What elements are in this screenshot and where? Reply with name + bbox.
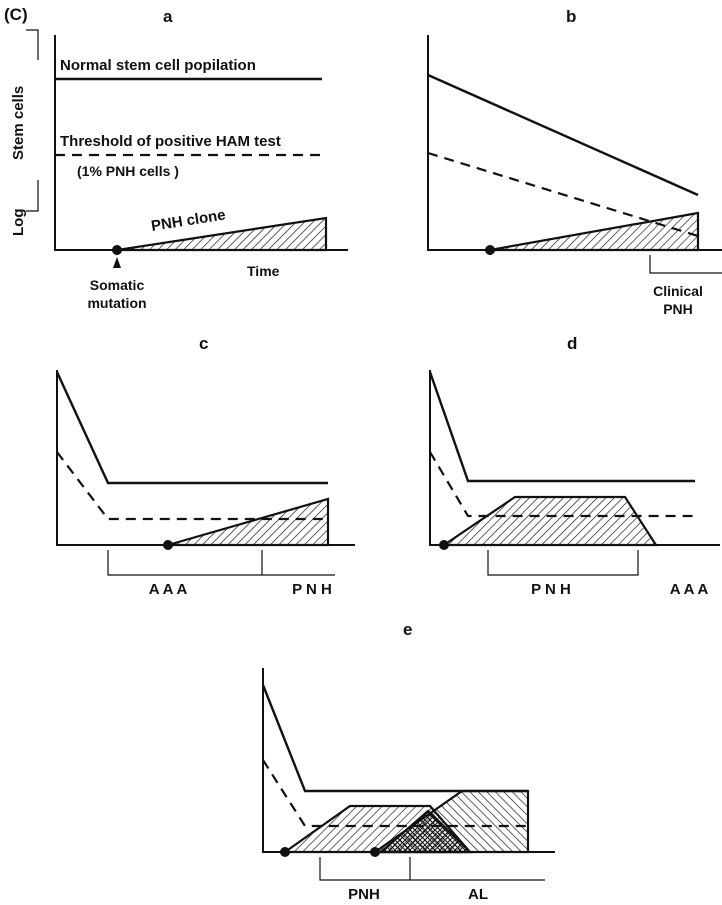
panel-d-mutation-dot <box>439 540 449 550</box>
panel-e: e PNH AL <box>261 620 555 903</box>
panel-c: c A A A P N H <box>55 334 355 598</box>
panel-a-mutation-dot <box>112 245 122 255</box>
panel-a-pnh-percent-label: (1% PNH cells ) <box>77 163 179 179</box>
panel-a-mutation-label: mutation <box>87 295 146 311</box>
panel-e-phase-bracket <box>319 857 545 881</box>
panel-e-label: e <box>403 620 412 639</box>
panel-d-label: d <box>567 334 577 353</box>
panel-a-clone-label: PNH clone <box>150 206 227 235</box>
panel-b-pnh-label: PNH <box>663 301 693 317</box>
panel-e-threshold-line <box>262 759 528 828</box>
panel-c-phase-pnh: P N H <box>292 581 332 598</box>
panel-b: b Clinical PNH <box>427 7 722 317</box>
panel-c-phase-aaa: A A A <box>149 581 188 598</box>
panel-e-normal-line <box>261 684 528 793</box>
panel-d-normal-line <box>428 371 695 483</box>
panel-a-time-label: Time <box>247 263 280 279</box>
panel-d-phase-bracket <box>487 550 639 576</box>
panel-c-normal-line <box>55 371 328 485</box>
panel-d-phase-pnh: P N H <box>531 581 571 598</box>
panel-e-phase-al: AL <box>468 886 488 903</box>
panel-b-clinical-bracket <box>649 255 722 274</box>
panel-c-phase-bracket <box>107 550 335 576</box>
panel-e-mutation-dot-1 <box>280 847 290 857</box>
panel-d-phase-aaa: A A A <box>670 581 709 598</box>
panel-e-overlap-region <box>378 809 473 854</box>
panel-a-pnh-clone <box>116 216 328 252</box>
panel-b-normal-line <box>427 73 699 197</box>
y-axis-bracket-top <box>26 29 39 60</box>
panel-e-phase-pnh: PNH <box>348 886 380 903</box>
y-axis-bracket-bottom <box>26 180 39 212</box>
y-axis-log: Log <box>10 209 27 237</box>
panel-d: d P N H A A A <box>428 334 720 598</box>
panel-a-somatic-label: Somatic <box>90 277 145 293</box>
panel-c-label: c <box>199 334 208 353</box>
panel-a-threshold-label: Threshold of positive HAM test <box>60 133 281 150</box>
panel-a-normal-label: Normal stem cell popilation <box>60 57 256 74</box>
panel-b-pnh-clone <box>489 211 700 252</box>
panel-a-label: a <box>163 7 173 26</box>
figure-label: (C) <box>4 5 28 24</box>
panel-a: a Log Stem cells Normal stem cell popila… <box>10 7 348 311</box>
y-axis-stem-cells: Stem cells <box>10 86 27 160</box>
panel-e-mutation-dot-2 <box>370 847 380 857</box>
panel-b-mutation-dot <box>485 245 495 255</box>
panel-d-pnh-clone <box>440 495 659 547</box>
panel-c-pnh-clone <box>167 497 330 547</box>
panel-b-clinical-label: Clinical <box>653 283 703 299</box>
panel-a-mutation-arrow <box>113 257 121 268</box>
panel-b-threshold-line <box>427 151 699 238</box>
panel-d-threshold-line <box>429 451 698 518</box>
panel-c-mutation-dot <box>163 540 173 550</box>
panel-b-label: b <box>566 7 576 26</box>
